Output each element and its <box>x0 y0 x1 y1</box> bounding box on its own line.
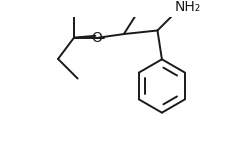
Text: O: O <box>91 31 102 45</box>
Text: NH₂: NH₂ <box>173 0 200 14</box>
